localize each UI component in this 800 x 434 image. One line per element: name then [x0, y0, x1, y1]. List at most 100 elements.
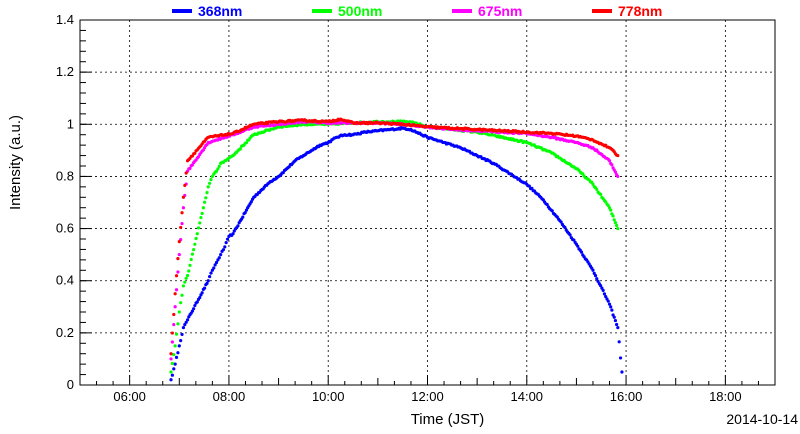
- data-point: [174, 288, 179, 292]
- axis-ticks: 06:00 08:00 10:00 12:00 14:00 16:00 18:00 0 0.2 0…: [56, 12, 776, 404]
- data-point: [184, 171, 188, 175]
- data-point: [611, 214, 615, 218]
- data-point: [180, 293, 184, 297]
- data-point: [607, 159, 612, 163]
- y-tick-label: 0: [67, 377, 74, 392]
- data-point: [610, 308, 614, 312]
- data-point: [576, 244, 580, 248]
- data-point: [172, 353, 176, 357]
- data-point: [613, 221, 618, 225]
- data-point: [208, 274, 212, 279]
- data-point: [174, 355, 179, 359]
- date-label: 2014-10-14: [726, 411, 798, 427]
- data-points: [169, 117, 624, 382]
- data-point: [209, 178, 213, 182]
- data-point: [213, 263, 217, 267]
- data-point: [176, 257, 180, 261]
- data-point: [185, 273, 190, 278]
- data-point: [202, 200, 207, 204]
- legend-label: 778nm: [618, 3, 662, 19]
- data-point: [206, 185, 210, 189]
- data-point: [179, 301, 183, 305]
- y-tick-label: 1.2: [56, 64, 74, 79]
- x-tick-label: 12:00: [411, 389, 444, 404]
- x-tick-label: 10:00: [312, 389, 345, 404]
- data-point: [176, 270, 180, 274]
- data-point: [195, 300, 199, 304]
- data-point: [172, 322, 176, 327]
- data-point: [173, 344, 177, 348]
- data-point: [183, 323, 187, 327]
- data-point: [205, 191, 209, 195]
- data-point: [190, 252, 195, 256]
- data-point: [184, 320, 188, 324]
- data-point: [609, 208, 613, 212]
- data-point: [559, 220, 563, 224]
- x-tick-label: 16:00: [610, 389, 643, 404]
- data-point: [170, 331, 174, 335]
- data-point: [616, 174, 620, 179]
- data-point: [181, 326, 186, 330]
- data-point: [212, 266, 216, 270]
- data-point: [180, 211, 184, 215]
- data-point: [568, 233, 572, 237]
- data-point: [615, 223, 619, 228]
- data-point: [202, 286, 207, 290]
- y-tick-label: 0.8: [56, 168, 74, 183]
- data-point: [179, 338, 183, 343]
- data-point: [595, 187, 599, 192]
- data-point: [224, 240, 228, 245]
- data-point: [618, 356, 623, 360]
- data-point: [563, 225, 567, 230]
- data-point: [198, 221, 202, 225]
- data-point: [177, 310, 181, 314]
- data-point: [200, 291, 204, 295]
- data-point: [219, 253, 223, 257]
- data-point: [527, 184, 531, 188]
- data-point: [206, 279, 210, 283]
- data-point: [249, 200, 253, 204]
- data-point: [606, 299, 610, 303]
- data-point: [601, 288, 605, 292]
- data-point: [610, 163, 614, 167]
- series-778nm: [169, 117, 620, 356]
- data-point: [616, 153, 620, 158]
- data-point: [217, 164, 221, 168]
- data-point: [241, 215, 245, 219]
- data-point: [188, 166, 192, 170]
- data-point: [599, 192, 603, 196]
- data-point: [195, 232, 199, 236]
- data-point: [243, 211, 247, 215]
- data-point: [169, 357, 173, 361]
- data-point: [184, 276, 188, 280]
- data-point: [193, 242, 197, 246]
- data-point: [615, 322, 619, 327]
- data-point: [214, 169, 219, 173]
- data-point: [208, 181, 212, 185]
- y-tick-label: 0.4: [56, 273, 74, 288]
- data-point: [176, 351, 180, 355]
- data-point: [204, 196, 208, 200]
- y-tick-label: 1: [67, 116, 74, 131]
- x-tick-label: 06:00: [113, 389, 146, 404]
- data-point: [181, 206, 186, 210]
- data-point: [616, 326, 620, 330]
- data-point: [173, 362, 177, 366]
- data-point: [196, 226, 201, 230]
- data-point: [223, 245, 227, 249]
- data-point: [174, 274, 179, 278]
- data-point: [193, 151, 197, 155]
- data-point: [198, 295, 202, 300]
- data-point: [192, 247, 196, 252]
- data-point: [595, 277, 599, 281]
- data-point: [550, 209, 554, 213]
- data-point: [173, 292, 177, 296]
- data-point: [607, 206, 612, 210]
- data-point: [176, 322, 180, 326]
- data-point: [201, 206, 205, 210]
- data-point: [238, 147, 242, 151]
- data-point: [613, 318, 618, 323]
- data-point: [172, 367, 176, 371]
- data-point: [174, 332, 179, 336]
- data-point: [183, 280, 187, 284]
